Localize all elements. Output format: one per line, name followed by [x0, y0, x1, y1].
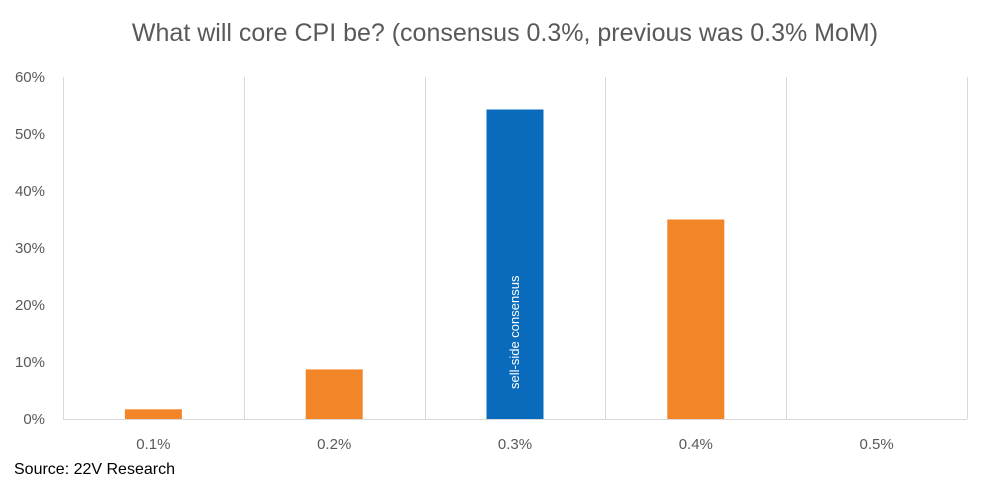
y-tick-label: 20% [15, 297, 45, 314]
bar-0-4pct [667, 219, 725, 419]
y-tick-label: 40% [15, 183, 45, 200]
x-tick-label: 0.5% [859, 436, 893, 453]
chart-title: What will core CPI be? (consensus 0.3%, … [131, 19, 879, 47]
source-note: Source: 22V Research [14, 461, 175, 478]
x-tick-label: 0.3% [498, 436, 532, 453]
y-tick-label: 30% [15, 240, 45, 257]
y-tick-label: 60% [15, 69, 45, 86]
x-tick-label: 0.4% [679, 436, 713, 453]
bar-annotation-label: sell-side consensus [507, 275, 522, 389]
bar-0-3pct [486, 109, 544, 420]
y-tick-label: 50% [15, 126, 45, 143]
x-tick-label: 0.1% [136, 436, 170, 453]
bar-0-2pct [305, 369, 363, 419]
bar-0-1pct [124, 409, 182, 419]
x-tick-label: 0.2% [317, 436, 351, 453]
y-tick-label: 10% [15, 354, 45, 371]
y-tick-label: 0% [23, 411, 45, 428]
